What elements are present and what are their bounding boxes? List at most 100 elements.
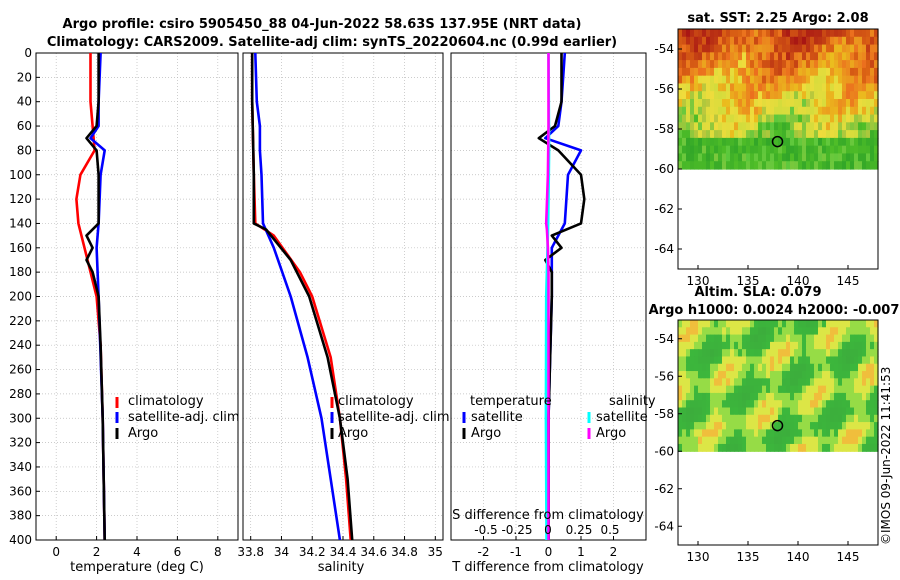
heatmap-cell xyxy=(838,363,843,372)
heatmap-cell xyxy=(834,36,839,46)
heatmap-cell xyxy=(842,414,847,423)
heatmap-cell xyxy=(726,400,731,409)
heatmap-cell xyxy=(838,320,843,328)
heatmap-cell xyxy=(686,44,691,53)
heatmap-cell xyxy=(834,429,839,438)
heatmap-cell xyxy=(710,363,715,372)
heatmap-cell xyxy=(718,407,723,416)
heatmap-cell xyxy=(838,436,843,445)
heatmap-cell xyxy=(706,91,711,100)
heatmap-cell xyxy=(838,356,843,365)
heatmap-cell xyxy=(834,153,839,162)
heatmap-cell xyxy=(854,334,859,343)
heatmap-cell xyxy=(702,67,707,77)
heatmap-cell xyxy=(678,52,683,61)
heatmap-cell xyxy=(706,443,711,452)
heatmap-cell xyxy=(854,371,859,379)
heatmap-cell xyxy=(814,334,819,343)
heatmap-cell xyxy=(758,363,763,372)
heatmap-cell xyxy=(814,363,819,372)
heatmap-cell xyxy=(682,320,687,328)
heatmap-cell xyxy=(834,371,839,379)
heatmap-cell xyxy=(770,400,775,409)
heatmap-cell xyxy=(782,114,787,123)
heatmap-cell xyxy=(782,122,787,131)
heatmap-cell xyxy=(778,137,783,147)
heatmap-cell xyxy=(678,349,683,358)
heatmap-cell xyxy=(834,122,839,131)
heatmap-cell xyxy=(730,436,735,445)
heatmap-cell xyxy=(782,371,787,379)
heatmap-cell xyxy=(874,67,879,77)
heatmap-cell xyxy=(706,356,711,365)
heatmap-cell xyxy=(690,52,695,61)
heatmap-cell xyxy=(798,122,803,131)
heatmap-cell xyxy=(790,67,795,77)
heatmap-cell xyxy=(730,363,735,372)
heatmap-cell xyxy=(862,122,867,131)
heatmap-cell xyxy=(686,356,691,365)
heatmap-cell xyxy=(738,145,743,155)
heatmap-cell xyxy=(762,145,767,155)
heatmap-cell xyxy=(778,400,783,409)
heatmap-cell xyxy=(858,75,863,85)
heatmap-cell xyxy=(762,137,767,147)
heatmap-cell xyxy=(726,29,731,38)
heatmap-cell xyxy=(830,429,835,438)
heatmap-cell xyxy=(678,122,683,131)
heatmap-cell xyxy=(810,356,815,365)
heatmap-cell xyxy=(846,414,851,423)
heatmap-cell xyxy=(826,130,831,139)
heatmap-cell xyxy=(822,137,827,147)
sst-heatmap xyxy=(678,29,879,170)
heatmap-cell xyxy=(806,327,811,336)
heatmap-cell xyxy=(754,75,759,85)
temperature-panel: 0204060801001201401601802002202402602803… xyxy=(9,46,240,575)
heatmap-cell xyxy=(794,122,799,131)
heatmap-cell xyxy=(766,91,771,100)
heatmap-cell xyxy=(774,356,779,365)
heatmap-cell xyxy=(682,378,687,387)
heatmap-cell xyxy=(694,429,699,438)
heatmap-cell xyxy=(874,443,879,452)
heatmap-cell xyxy=(678,60,683,69)
heatmap-cell xyxy=(730,36,735,46)
heatmap-cell xyxy=(858,436,863,445)
heatmap-cell xyxy=(698,130,703,139)
heatmap-cell xyxy=(690,83,695,92)
heatmap-cell xyxy=(854,363,859,372)
heatmap-cell xyxy=(822,29,827,38)
heatmap-cell xyxy=(794,436,799,445)
heatmap-cell xyxy=(778,153,783,162)
heatmap-cell xyxy=(858,378,863,387)
heatmap-cell xyxy=(858,334,863,343)
heatmap-cell xyxy=(742,371,747,379)
heatmap-cell xyxy=(738,29,743,38)
heatmap-cell xyxy=(678,436,683,445)
heatmap-cell xyxy=(822,443,827,452)
heatmap-cell xyxy=(706,161,711,170)
heatmap-cell xyxy=(810,349,815,358)
heatmap-cell xyxy=(766,137,771,147)
heatmap-cell xyxy=(806,363,811,372)
heatmap-cell xyxy=(746,29,751,38)
heatmap-cell xyxy=(782,36,787,46)
heatmap-cell xyxy=(774,29,779,38)
heatmap-cell xyxy=(842,145,847,155)
heatmap-cell xyxy=(694,327,699,336)
heatmap-cell xyxy=(682,99,687,108)
main-title-line2: Climatology: CARS2009. Satellite-adj cli… xyxy=(47,35,617,50)
heatmap-cell xyxy=(714,75,719,85)
heatmap-cell xyxy=(798,363,803,372)
heatmap-cell xyxy=(842,334,847,343)
heatmap-cell xyxy=(830,122,835,131)
heatmap-cell xyxy=(686,378,691,387)
heatmap-cell xyxy=(718,75,723,85)
heatmap-cell xyxy=(850,422,855,430)
heatmap-cell xyxy=(714,130,719,139)
heatmap-cell xyxy=(766,52,771,61)
heatmap-cell xyxy=(862,378,867,387)
heatmap-cell xyxy=(790,99,795,108)
heatmap-cell xyxy=(694,153,699,162)
heatmap-cell xyxy=(710,153,715,162)
